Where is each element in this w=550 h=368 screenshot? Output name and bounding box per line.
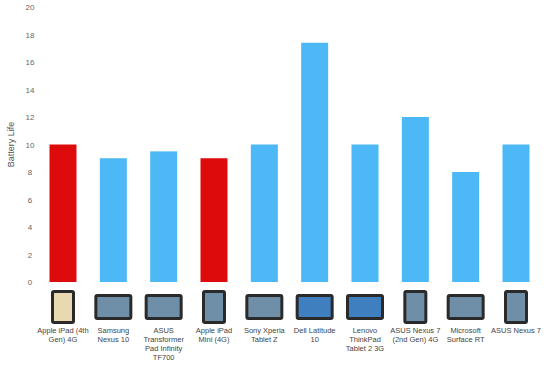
device-body (51, 290, 75, 324)
bar (402, 117, 429, 282)
x-tick-label: ASUS Nexus 7 (491, 326, 541, 335)
device-icon (94, 294, 132, 320)
y-axis-label: Battery Life (6, 122, 16, 168)
bar (251, 145, 278, 283)
y-tick-label: 16 (26, 58, 35, 67)
chart-svg: Battery Life 0 2 4 6 8 10 12 14 16 18 20 Apple iPad … (0, 0, 550, 368)
label-line: Pad Infinity (145, 344, 182, 353)
device-screen (97, 297, 129, 317)
device-screen (299, 297, 331, 317)
device-icon (346, 294, 384, 320)
device-body (346, 294, 384, 320)
y-tick-label: 6 (28, 196, 33, 205)
device-screen (507, 293, 525, 321)
device-icon (51, 290, 75, 324)
label-line: Mini (4G) (199, 335, 230, 344)
label-line: Tablet 2 3G (346, 344, 385, 353)
device-body (403, 290, 427, 324)
label-line: Sony Xperia (244, 326, 286, 335)
y-tick-label: 8 (28, 168, 33, 177)
x-tick-label: LenovoThinkPadTablet 2 3G (346, 326, 385, 353)
y-tick-label: 10 (26, 141, 35, 150)
label-line: Gen) 4G (49, 335, 78, 344)
label-line: Apple iPad (4th (37, 326, 88, 335)
label-line: Nexus 10 (97, 335, 129, 344)
label-line: (2nd Gen) 4G (392, 335, 438, 344)
bar (201, 158, 228, 282)
y-tick-label: 14 (26, 86, 35, 95)
device-icon (504, 290, 528, 324)
x-tick-label: ASUS Nexus 7(2nd Gen) 4G (390, 326, 440, 344)
device-body (202, 290, 226, 324)
bar (100, 158, 127, 282)
y-tick-label: 4 (28, 223, 33, 232)
y-tick-label: 18 (26, 31, 35, 40)
x-tick-label: MicrosoftSurface RT (447, 326, 485, 344)
bars (50, 43, 530, 282)
label-line: Apple iPad (196, 326, 232, 335)
x-tick-label: SamsungNexus 10 (97, 326, 129, 344)
label-line: Microsoft (450, 326, 481, 335)
label-line: Transformer (143, 335, 184, 344)
y-tick-label: 20 (26, 3, 35, 12)
label-line: TF700 (153, 353, 175, 362)
device-icon (403, 290, 427, 324)
label-line: 10 (310, 335, 318, 344)
bar (352, 145, 379, 283)
label-line: Samsung (97, 326, 129, 335)
device-screen (450, 297, 482, 317)
y-tick-label: 2 (28, 251, 33, 260)
label-line: Surface RT (447, 335, 485, 344)
device-body (145, 294, 183, 320)
device-body (245, 294, 283, 320)
device-screen (148, 297, 180, 317)
device-screen (248, 297, 280, 317)
device-icon (296, 294, 334, 320)
label-line: Dell Latitude (294, 326, 336, 335)
label-line: ASUS Nexus 7 (491, 326, 541, 335)
device-screen (406, 293, 424, 321)
label-line: Lenovo (353, 326, 378, 335)
bar (503, 145, 530, 283)
chart-container: Battery Life 0 2 4 6 8 10 12 14 16 18 20 Apple iPad … (0, 0, 550, 368)
x-tick-label: Dell Latitude10 (294, 326, 336, 344)
bar (301, 43, 328, 282)
device-icon (447, 294, 485, 320)
bar (150, 151, 177, 282)
x-tick-label: ASUSTransformerPad InfinityTF700 (143, 326, 184, 362)
device-screen (349, 297, 381, 317)
x-tick-label: Apple iPad (4thGen) 4G (37, 326, 88, 344)
y-tick-label: 0 (28, 278, 33, 287)
device-icon (145, 294, 183, 320)
y-tick-label: 12 (26, 113, 35, 122)
device-screen (54, 293, 72, 321)
label-line: ASUS Nexus 7 (390, 326, 440, 335)
label-line: ASUS (153, 326, 173, 335)
bar (50, 145, 77, 283)
label-line: Tablet Z (251, 335, 278, 344)
device-body (296, 294, 334, 320)
label-line: ThinkPad (349, 335, 381, 344)
bar (452, 172, 479, 282)
device-icon (202, 290, 226, 324)
device-body (94, 294, 132, 320)
device-icon (245, 294, 283, 320)
device-body (447, 294, 485, 320)
device-screen (205, 293, 223, 321)
x-tick-label: Sony XperiaTablet Z (244, 326, 286, 344)
device-body (504, 290, 528, 324)
x-tick-label: Apple iPadMini (4G) (196, 326, 232, 344)
